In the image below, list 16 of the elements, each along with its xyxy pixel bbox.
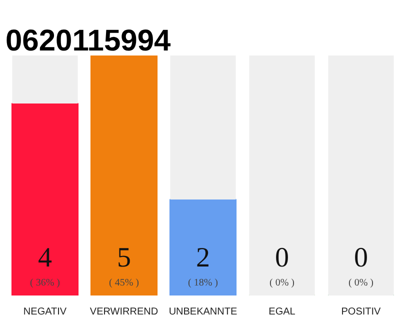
x-tick-label: EGAL (268, 306, 296, 318)
x-tick-label: NEGATIV (23, 306, 67, 318)
data-label: 4 (38, 242, 52, 274)
data-label: 2 (196, 242, 210, 274)
chart-title: 0620115994 (6, 24, 172, 58)
x-tick-label: VERWIRREND (90, 306, 158, 318)
data-label: 5 (117, 242, 131, 274)
x-tick-label: POSITIV (341, 306, 382, 318)
annotation: ( 0% ) (348, 277, 374, 288)
annotation: ( 36% ) (30, 277, 60, 288)
annotation: ( 0% ) (270, 277, 295, 288)
annotation: ( 45% ) (109, 277, 140, 288)
data-label: 0 (275, 242, 289, 274)
data-label: 0 (354, 242, 368, 274)
x-tick-label: UNBEKANNTE (168, 306, 238, 318)
annotation: ( 18% ) (188, 277, 218, 288)
